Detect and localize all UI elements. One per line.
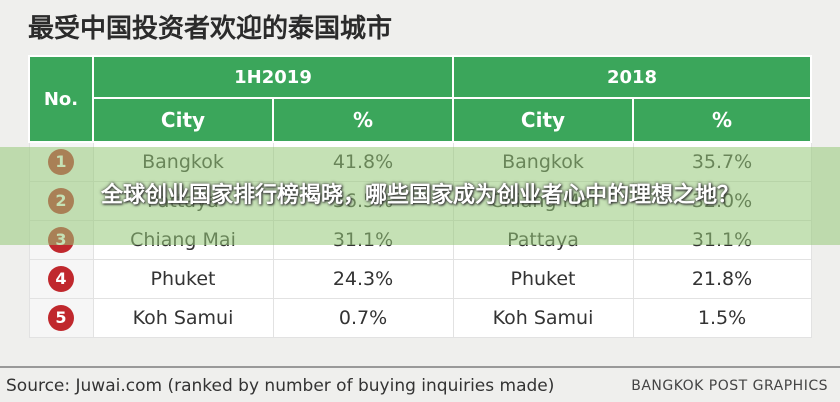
column-header: No. <box>28 55 94 143</box>
rank-cell: 5 <box>28 298 94 338</box>
footer: Source: Juwai.com (ranked by number of b… <box>0 366 840 402</box>
column-header: % <box>631 97 813 143</box>
overlay-banner: 全球创业国家排行榜揭晓，哪些国家成为创业者心中的理想之地？ <box>0 147 840 245</box>
rank-cell: 4 <box>28 259 94 299</box>
city-cell: Koh Samui <box>92 298 274 338</box>
table-row: 5 Koh Samui 0.7% Koh Samui 1.5% <box>28 298 812 338</box>
city-cell: Koh Samui <box>452 298 634 338</box>
rank-badge: 5 <box>48 305 74 331</box>
column-header: City <box>92 97 274 143</box>
percent-cell: 1.5% <box>632 298 812 338</box>
percent-cell: 21.8% <box>632 259 812 299</box>
rank-badge: 4 <box>48 266 74 292</box>
group-header: 2018 <box>451 55 813 99</box>
table-row: 4 Phuket 24.3% Phuket 21.8% <box>28 259 812 299</box>
credit: BANGKOK POST GRAPHICS <box>631 378 828 394</box>
headline: 全球创业国家排行榜揭晓，哪些国家成为创业者心中的理想之地？ <box>100 183 739 208</box>
percent-cell: 0.7% <box>272 298 454 338</box>
column-header: City <box>452 97 634 143</box>
percent-cell: 24.3% <box>272 259 454 299</box>
title: 最受中国投资者欢迎的泰国城市 <box>28 14 393 44</box>
group-header: 1H2019 <box>92 55 454 99</box>
source: Source: Juwai.com (ranked by number of b… <box>6 376 555 396</box>
city-cell: Phuket <box>452 259 634 299</box>
column-header: % <box>272 97 454 143</box>
city-cell: Phuket <box>92 259 274 299</box>
